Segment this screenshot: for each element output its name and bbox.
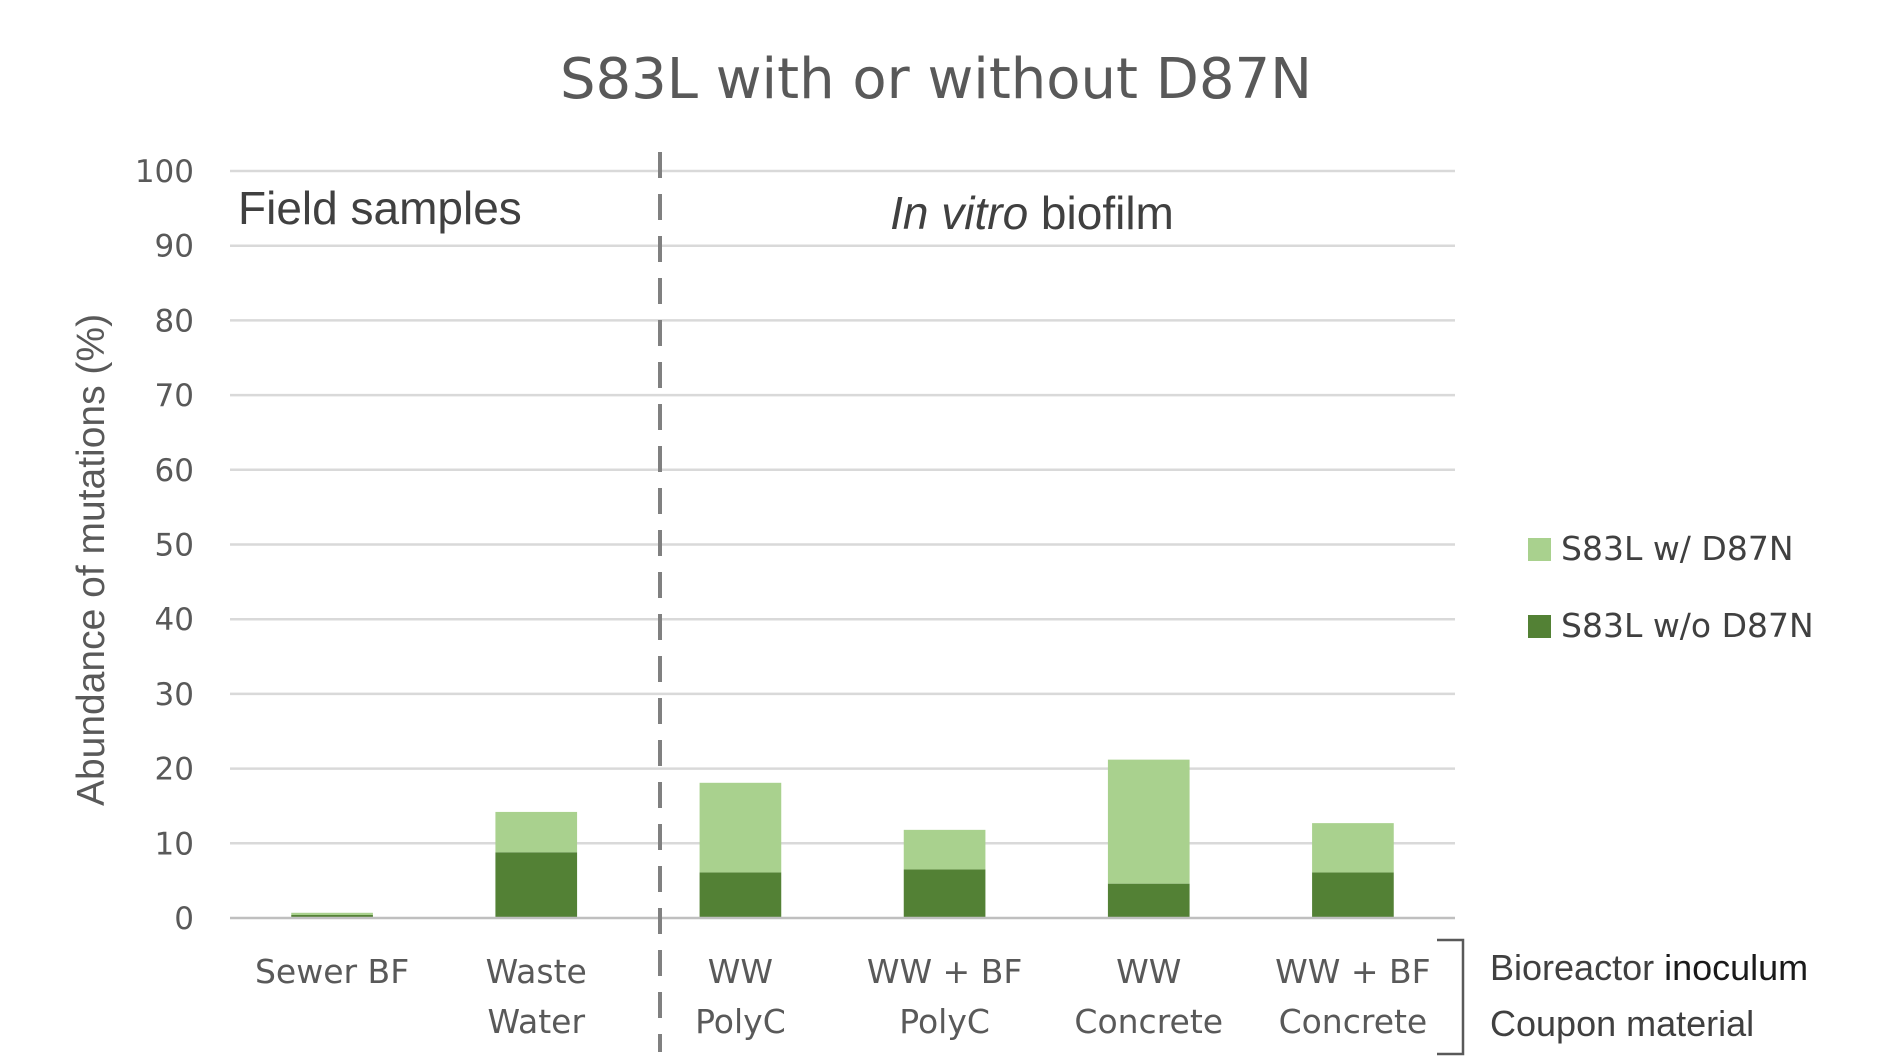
legend-swatch (1528, 538, 1551, 561)
row-label-coupon-material: Coupon material (1490, 1003, 1754, 1044)
category-row-bracket (1437, 938, 1465, 1056)
bar-segment (291, 915, 373, 918)
x-category-label: Concrete (1279, 1002, 1428, 1041)
bar-segment (699, 872, 782, 918)
bar-segment (903, 829, 986, 870)
legend-label: S83L w/ D87N (1561, 529, 1794, 568)
y-tick-label: 90 (155, 229, 194, 265)
bar-segment (1312, 872, 1394, 918)
x-category-label: WW (708, 952, 773, 991)
bar-segment (495, 811, 578, 853)
x-category-label: WW + BF (867, 952, 1023, 991)
x-category-label: Water (487, 1002, 585, 1041)
y-tick-label: 50 (155, 528, 194, 564)
y-tick-label: 20 (155, 752, 194, 788)
y-tick-label: 10 (155, 826, 194, 862)
y-tick-label: 70 (155, 378, 194, 414)
bar-segment (1107, 883, 1190, 918)
bar-segment (495, 852, 578, 918)
x-category-label: Concrete (1074, 1002, 1223, 1041)
y-axis-label: Abundance of mutations (%) (70, 314, 113, 806)
gridlines (230, 169, 1455, 845)
bars (291, 759, 1394, 918)
chart-title: S83L with or without D87N (560, 47, 1312, 112)
bar-segment (1312, 823, 1394, 873)
y-tick-label: 40 (155, 602, 194, 638)
x-category-label: WW (1116, 952, 1181, 991)
y-tick-label: 100 (135, 154, 194, 190)
legend-swatch (1528, 615, 1551, 638)
x-category-label: PolyC (899, 1002, 990, 1041)
x-axis-categories: Sewer BF Waste Water WW PolyC WW + BF PolyC WW C… (255, 952, 1431, 1041)
bar-segment (291, 912, 373, 916)
bar-segment (1107, 759, 1190, 884)
region-rest: biofilm (1028, 187, 1174, 239)
x-category-label: Sewer BF (255, 952, 409, 991)
bar-segment (699, 782, 782, 873)
y-tick-label: 60 (155, 453, 194, 489)
y-tick-label: 30 (155, 677, 194, 713)
row-label-inoculum: Bioreactor inoculum (1490, 947, 1808, 988)
legend-label: S83L w/o D87N (1561, 606, 1814, 645)
x-category-label: WW + BF (1275, 952, 1431, 991)
y-tick-label: 80 (155, 303, 194, 339)
x-category-label: PolyC (695, 1002, 786, 1041)
legend: S83L w/ D87N S83L w/o D87N (1528, 529, 1814, 645)
region-italic-part: In vitro (890, 187, 1028, 239)
region-label-field-samples: Field samples (238, 182, 522, 234)
row-label-emph: inoculum (1664, 947, 1808, 988)
y-axis-ticks: 0 10 20 30 40 50 60 70 80 90 100 (135, 154, 194, 937)
x-category-label: Waste (486, 952, 587, 991)
row-label-prefix: Bioreactor (1490, 947, 1664, 988)
region-label-in-vitro-biofilm: In vitro biofilm (890, 187, 1174, 239)
bar-segment (903, 869, 986, 918)
y-tick-label: 0 (174, 901, 194, 937)
